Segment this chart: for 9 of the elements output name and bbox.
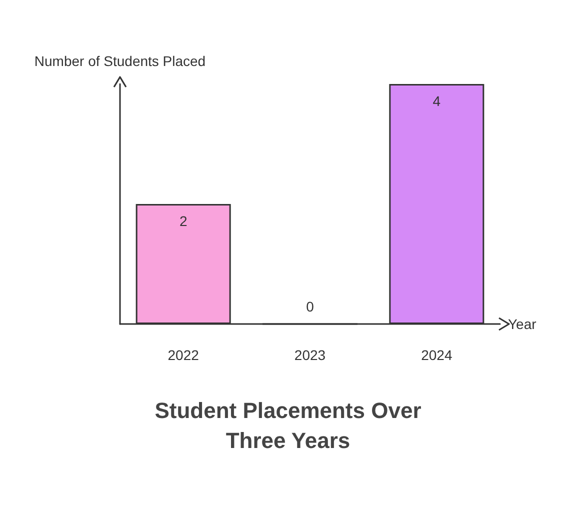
data-label: 2 [179, 213, 188, 229]
y-axis-title: Number of Students Placed [34, 53, 206, 69]
text: Student Placements Over Three Years [154, 397, 422, 455]
data-label: 0 [306, 298, 314, 314]
x-axis-title: Year [508, 316, 537, 332]
x-tick-label: 2023 [294, 347, 326, 363]
x-tick-label: 2024 [421, 347, 452, 363]
data-label: 4 [432, 93, 441, 109]
x-tick-label: 2022 [168, 347, 200, 363]
